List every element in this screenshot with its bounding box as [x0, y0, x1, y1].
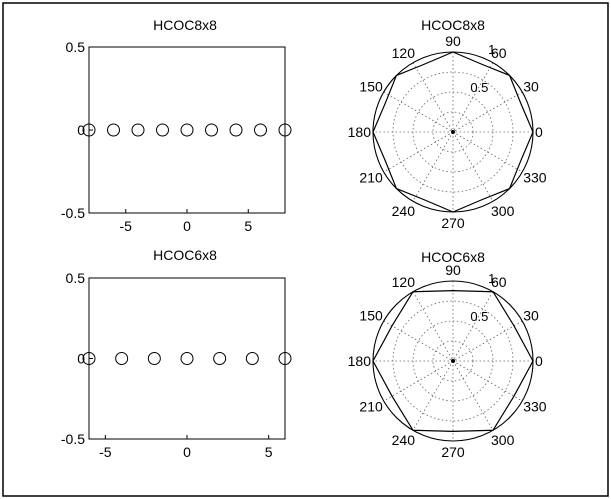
polar-angle-label: 210 [359, 399, 383, 415]
scatter-point [82, 352, 96, 365]
subplot-scatter-bottom: HCOC6x8 0.5 0 -0.5 -5 0 5 [61, 247, 292, 460]
subplot-scatter-top: HCOC8x8 0.5 0 -0.5 -5 0 5 [61, 17, 292, 234]
polar-angle-label: 0 [535, 124, 543, 140]
polar-angle-label: 300 [491, 203, 515, 219]
subplot-polar-top: HCOC8x8 90603003303002702402101801501200… [348, 17, 547, 231]
y-tick-label: 0 [77, 351, 85, 367]
scatter-point [156, 123, 169, 137]
scatter-point [180, 352, 194, 365]
polar-angle-label: 90 [445, 262, 461, 278]
polar-angle-label: 180 [348, 124, 372, 140]
scatter-point [82, 123, 96, 137]
polar-angle-label: 270 [441, 444, 465, 460]
polar-angle-label: 120 [392, 45, 416, 61]
x-tick-label: -5 [99, 444, 112, 460]
scatter-point [180, 123, 194, 137]
y-tick-label: 0.5 [66, 39, 86, 55]
x-tick-label: 0 [183, 218, 191, 234]
polar-angle-label: 90 [445, 33, 461, 49]
polar-angle-label: 240 [392, 432, 416, 448]
polar-angle-label: 180 [348, 353, 372, 369]
polar-angle-label: 210 [359, 170, 383, 186]
x-tick-label: -5 [120, 218, 133, 234]
polar-radius-label: 0.5 [470, 80, 488, 95]
polar-angle-label: 330 [523, 170, 547, 186]
x-tick-label: 5 [244, 218, 252, 234]
polar-series-line [372, 289, 534, 433]
polar-angle-label: 150 [359, 79, 383, 95]
scatter-point [278, 352, 292, 365]
polar-center-dot [451, 130, 455, 134]
y-tick-label: -0.5 [61, 431, 85, 447]
scatter-point [229, 123, 243, 137]
y-tick-label: -0.5 [61, 205, 85, 221]
polar-angle-label: 60 [491, 274, 507, 290]
polar-angle-label: 330 [523, 399, 547, 415]
x-tick-label: 5 [265, 444, 273, 460]
polar-radius-label: 1 [488, 42, 495, 57]
scatter-point [245, 352, 259, 365]
scatter-point [254, 123, 267, 137]
scatter-point [107, 123, 120, 137]
chart-title: HCOC6x8 [421, 249, 485, 265]
polar-angle-label: 270 [441, 215, 465, 231]
chart-title: HCOC8x8 [153, 17, 217, 33]
polar-angle-label: 120 [392, 274, 416, 290]
chart-title: HCOC8x8 [421, 17, 485, 33]
y-tick-label: 0 [77, 122, 85, 138]
chart-title: HCOC6x8 [153, 247, 217, 263]
scatter-point [115, 352, 129, 365]
polar-angle-label: 150 [359, 308, 383, 324]
polar-angle-label: 300 [491, 432, 515, 448]
y-tick-label: 0.5 [66, 270, 86, 286]
polar-series-line [372, 51, 534, 213]
polar-angle-label: 30 [523, 79, 539, 95]
x-tick-label: 0 [183, 444, 191, 460]
scatter-point [205, 123, 218, 137]
polar-angle-label: 60 [491, 45, 507, 61]
scatter-point [278, 123, 292, 137]
polar-angle-label: 30 [523, 308, 539, 324]
polar-center-dot [451, 359, 455, 363]
scatter-point [131, 123, 145, 137]
polar-angle-label: 0 [535, 353, 543, 369]
scatter-point [213, 352, 227, 365]
polar-radius-label: 1 [488, 271, 495, 286]
polar-angle-label: 240 [392, 203, 416, 219]
scatter-point [147, 352, 161, 365]
subplot-polar-bottom: HCOC6x8 90603003303002702402101801501200… [348, 249, 547, 460]
polar-radius-label: 0.5 [470, 309, 488, 324]
